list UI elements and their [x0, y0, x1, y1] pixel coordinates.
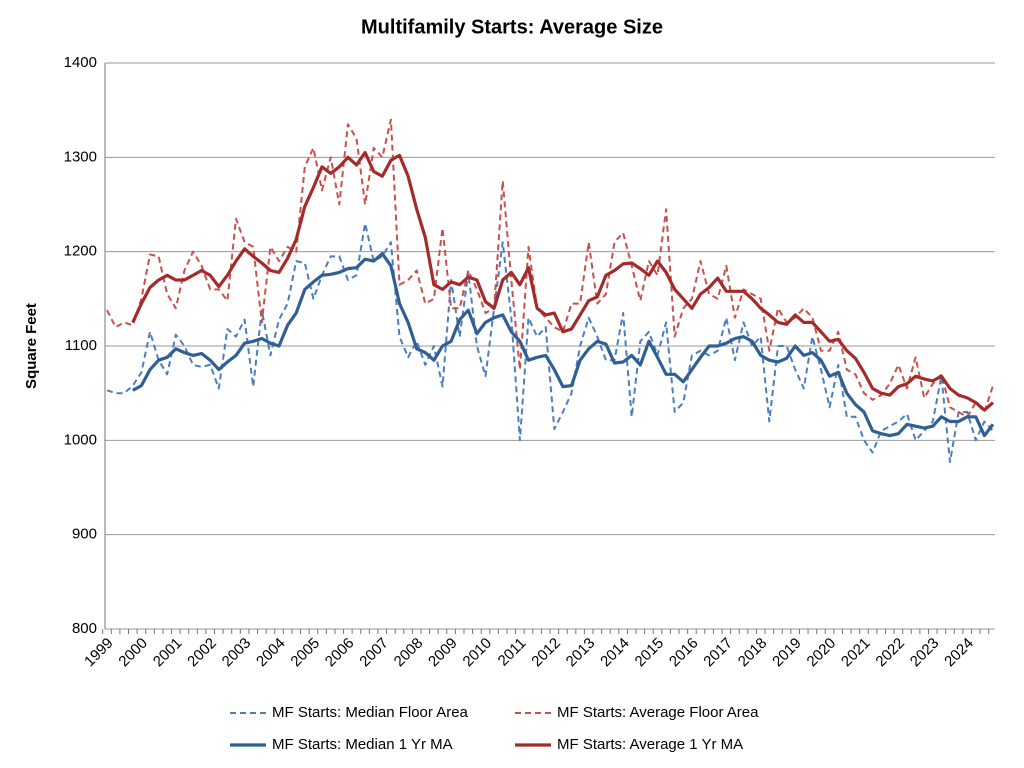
x-tick-label: 2020: [804, 635, 840, 671]
x-tick-label: 2015: [632, 635, 668, 671]
x-tick-label: 2000: [115, 635, 151, 671]
x-tick-label: 2021: [838, 635, 874, 671]
x-tick-label: 2002: [184, 635, 220, 671]
series-line: [131, 151, 995, 412]
x-tick-label: 2009: [425, 635, 461, 671]
x-tick-label: 2023: [907, 635, 943, 671]
y-tick-label: 800: [72, 620, 97, 637]
y-tick-label: 900: [72, 526, 97, 543]
x-tick-label: 2019: [769, 635, 805, 671]
x-tick-label: 2005: [287, 635, 323, 671]
x-tick-label: 2011: [495, 635, 530, 670]
x-tick-label: 2024: [941, 635, 977, 671]
x-tick-label: 2018: [735, 635, 771, 671]
x-tick-label: 2003: [219, 635, 255, 671]
x-tick-label: 2013: [563, 635, 599, 671]
legend-label: MF Starts: Median 1 Yr MA: [272, 736, 453, 753]
y-tick-label: 1100: [65, 337, 97, 354]
x-tick-label: 2010: [459, 635, 495, 671]
x-tick-label: 1999: [81, 635, 117, 671]
legend-label: MF Starts: Median Floor Area: [272, 704, 469, 721]
legend-label: MF Starts: Average 1 Yr MA: [557, 736, 743, 753]
y-tick-label: 1300: [64, 148, 97, 165]
y-tick-label: 1200: [64, 243, 97, 260]
chart-title: Multifamily Starts: Average Size: [361, 16, 663, 38]
x-tick-label: 2001: [150, 635, 186, 671]
x-tick-label: 2004: [253, 635, 289, 671]
x-tick-label: 2008: [391, 635, 427, 671]
series-line: [106, 222, 994, 463]
series-line: [132, 252, 995, 438]
x-tick-label: 2022: [872, 635, 908, 671]
x-tick-label: 2006: [322, 635, 358, 671]
y-axis-label: Square Feet: [23, 303, 40, 389]
x-tick-label: 2017: [700, 635, 736, 671]
x-tick-label: 2007: [356, 635, 392, 671]
y-tick-label: 1400: [64, 54, 97, 71]
x-tick-label: 2012: [528, 635, 564, 671]
x-tick-label: 2014: [597, 635, 633, 671]
y-tick-label: 1000: [64, 431, 97, 448]
x-tick-label: 2016: [666, 635, 702, 671]
series-line: [106, 118, 994, 418]
legend-label: MF Starts: Average Floor Area: [557, 704, 759, 721]
